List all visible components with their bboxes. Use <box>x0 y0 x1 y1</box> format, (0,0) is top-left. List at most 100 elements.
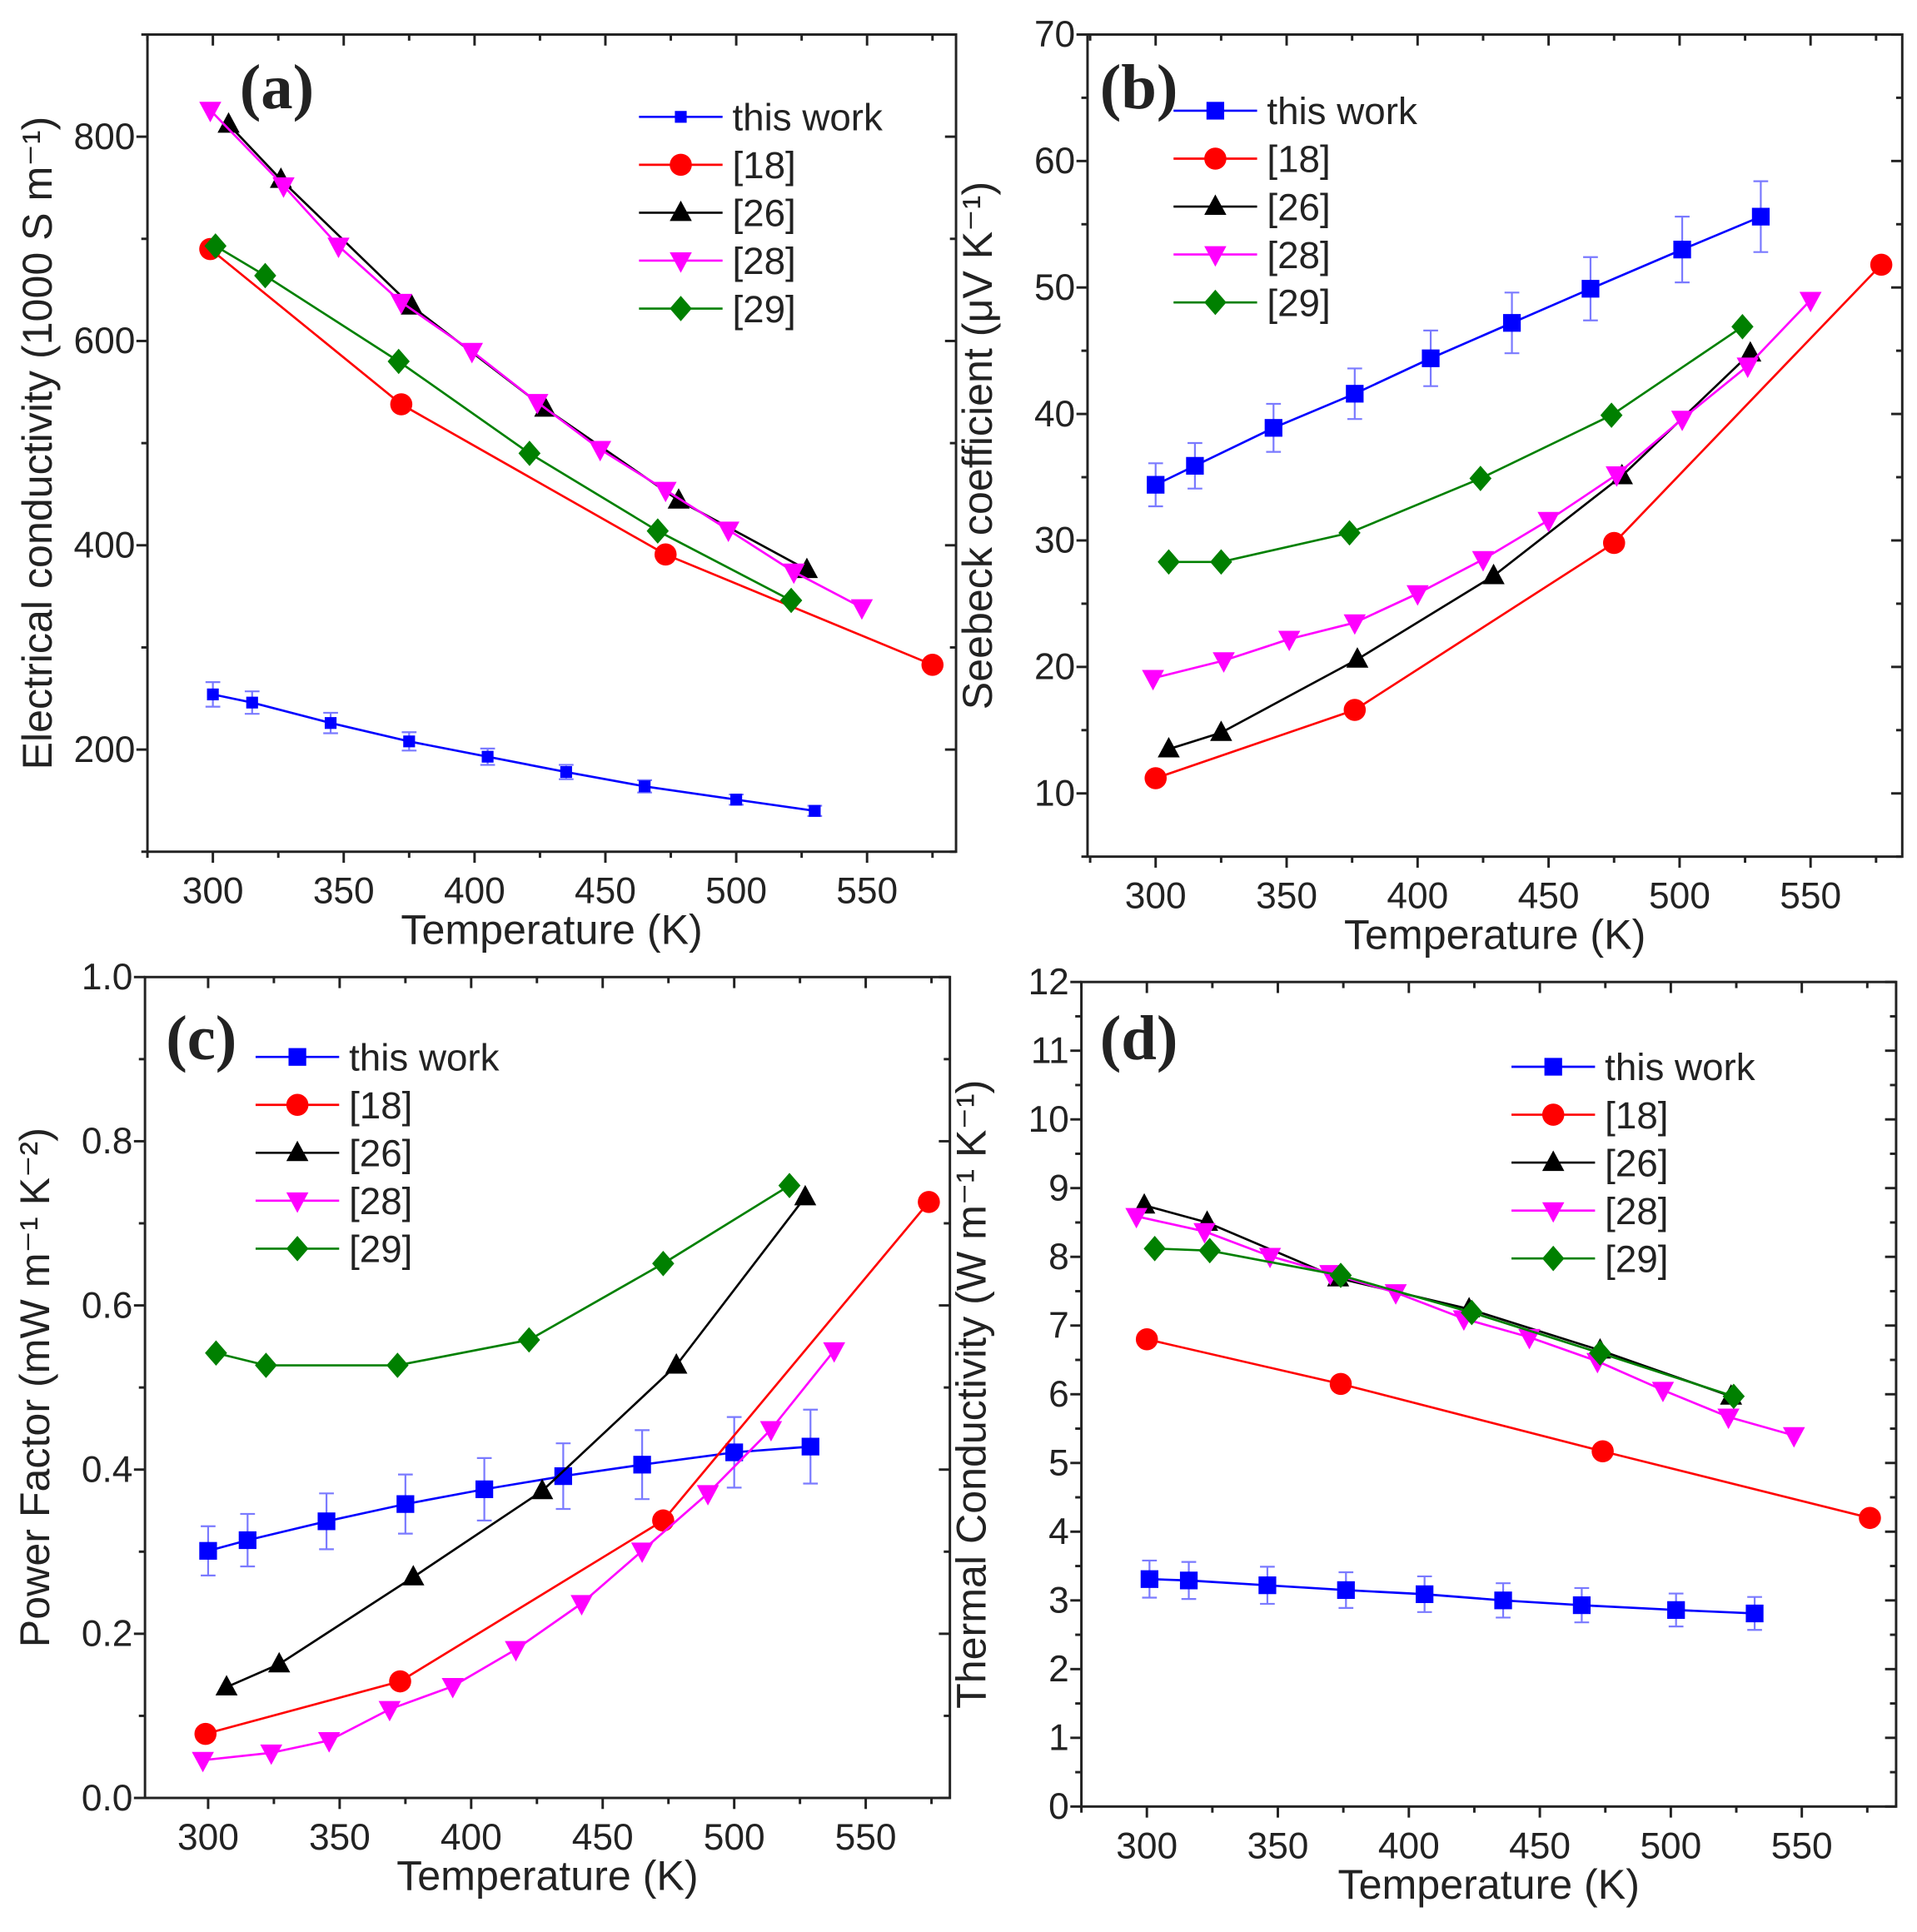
x-tick-label: 400 <box>444 871 505 912</box>
series-26 <box>1158 341 1762 758</box>
data-point <box>199 102 222 122</box>
data-point <box>386 1352 409 1378</box>
y-tick-label: 10 <box>1034 773 1075 814</box>
plot-frame <box>146 32 958 854</box>
y-tick-label: 60 <box>1034 141 1075 182</box>
data-point <box>389 1670 411 1693</box>
x-tick-label: 550 <box>1780 876 1841 917</box>
data-point <box>260 1744 283 1765</box>
legend-entry: this work <box>639 97 883 139</box>
legend-marker <box>675 111 687 123</box>
data-point <box>475 1480 494 1498</box>
legend-entry: [26] <box>1173 186 1331 228</box>
legend-label: [29] <box>1605 1237 1668 1280</box>
series-28 <box>1142 291 1822 691</box>
series-line <box>226 1196 806 1689</box>
data-point <box>779 587 803 614</box>
data-point <box>255 1352 277 1378</box>
chart-panel-b: 300 350 400 450 500 550 10 20 30 40 50 60 70 Temperat… <box>954 14 1904 958</box>
x-tick-label: 450 <box>1509 1825 1571 1866</box>
data-point <box>654 543 677 566</box>
data-point <box>646 518 670 544</box>
y-tick-label: 40 <box>1034 394 1075 435</box>
plot-frame <box>1080 980 1898 1808</box>
legend-entry: [18] <box>1173 138 1331 181</box>
x-tick-label: 350 <box>1256 876 1317 917</box>
series-29 <box>204 233 803 614</box>
data-point <box>194 1722 217 1745</box>
series-this-work <box>205 681 823 817</box>
data-point <box>1346 385 1364 403</box>
data-point <box>630 1542 654 1563</box>
x-tick-label: 350 <box>1247 1825 1309 1866</box>
data-point <box>717 521 739 542</box>
data-point <box>254 262 276 289</box>
legend-entry: [28] <box>255 1180 412 1222</box>
legend-label: [26] <box>349 1133 412 1175</box>
y-axis-label: Thermal Conductivity (W m⁻¹ K⁻¹) <box>948 1080 994 1709</box>
legend-entry: [29] <box>1173 281 1331 324</box>
data-point <box>1799 291 1822 313</box>
x-tick-label: 450 <box>575 871 636 912</box>
data-point <box>730 794 743 806</box>
legend-marker <box>1541 1103 1565 1126</box>
data-point <box>1482 563 1505 585</box>
y-tick-label: 0.2 <box>82 1614 133 1655</box>
y-tick-label: 800 <box>73 117 135 157</box>
series-29 <box>1143 1236 1745 1410</box>
chart-panel-c: 300 350 400 450 500 550 0.0 0.2 0.4 0.6 0.8 1.0 Temp… <box>12 957 952 1900</box>
y-tick-label: 400 <box>73 525 135 566</box>
y-tick-label: 4 <box>1048 1511 1069 1552</box>
data-point <box>1589 1340 1611 1367</box>
legend-marker <box>286 1192 309 1213</box>
legend-label: [28] <box>1605 1190 1668 1232</box>
data-point <box>1461 1299 1483 1326</box>
data-point <box>1667 1601 1685 1619</box>
data-point <box>1469 466 1492 491</box>
series-line <box>1155 263 1883 779</box>
y-tick-label: 0.6 <box>82 1285 133 1326</box>
y-tick-label: 0.4 <box>82 1449 133 1490</box>
data-point <box>1343 699 1367 721</box>
y-tick-label: 12 <box>1028 962 1069 1003</box>
data-point <box>1731 314 1754 340</box>
legend-entry: [18] <box>639 144 796 187</box>
data-point <box>1717 1408 1740 1430</box>
y-axis-label: Electrical conductivity (1000 S m⁻¹) <box>14 117 61 770</box>
y-axis-label: Power Factor (mW m⁻¹ K⁻²) <box>12 1128 58 1647</box>
series-26 <box>217 112 819 579</box>
data-point <box>1258 1247 1282 1269</box>
x-axis-label: Temperature (K) <box>401 906 702 953</box>
data-point <box>324 717 337 729</box>
panel-label: (b) <box>1100 52 1178 122</box>
legend-label: this work <box>1605 1046 1755 1088</box>
data-point <box>207 688 219 700</box>
data-point <box>1179 1571 1198 1590</box>
data-point <box>403 735 416 748</box>
data-point <box>1329 1372 1352 1396</box>
data-point <box>1143 1236 1166 1262</box>
x-tick-label: 500 <box>1640 1825 1701 1866</box>
data-point <box>461 342 484 364</box>
x-tick-label: 400 <box>441 1817 502 1858</box>
data-point <box>1329 1262 1352 1288</box>
data-point <box>272 177 295 198</box>
data-point <box>782 563 805 585</box>
legend-label: [28] <box>732 240 795 282</box>
y-tick-label: 6 <box>1048 1374 1069 1415</box>
legend-marker <box>1204 147 1227 170</box>
data-point <box>823 1342 845 1363</box>
x-axis-label: Temperature (K) <box>396 1853 698 1900</box>
y-tick-label: 50 <box>1034 267 1075 308</box>
x-tick-label: 400 <box>1387 876 1448 917</box>
data-point <box>1722 1383 1745 1410</box>
data-point <box>652 1509 675 1532</box>
data-point <box>759 1421 783 1442</box>
data-point <box>652 1251 675 1277</box>
data-point <box>246 696 258 709</box>
data-point <box>801 1437 819 1456</box>
legend-marker <box>670 200 692 222</box>
data-point <box>1212 652 1235 673</box>
y-tick-label: 3 <box>1048 1581 1069 1621</box>
